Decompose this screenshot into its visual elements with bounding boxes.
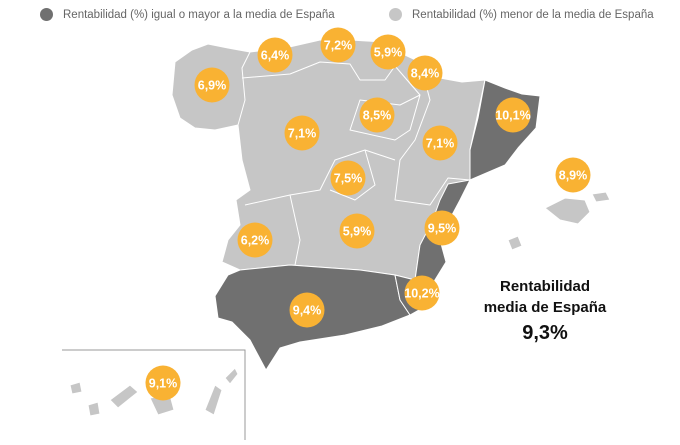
island-menorca [591,191,611,203]
bubble-circle [284,115,320,151]
average-value: 9,3% [522,322,568,344]
bubble-aragon: 7,1% [422,125,458,161]
bubble-circle [424,210,460,246]
bubble-cataluna: 10,1% [495,97,531,133]
island-canary-2 [87,401,101,417]
bubble-pais-vasco: 5,9% [370,34,406,70]
bubble-circle [330,160,366,196]
average-title-line2: media de España [483,299,607,316]
bubble-value-castilla-y-leon: 7,1% [288,127,317,141]
bubble-la-rioja: 8,5% [359,97,395,133]
bubble-circle [370,34,406,70]
canarias-inset-frame [62,349,246,440]
bubble-circle [339,213,375,249]
legend-item-below-average: Rentabilidad (%) menor de la media de Es… [389,8,654,21]
bubble-castilla-la-mancha: 5,9% [339,213,375,249]
bubble-extremadura: 6,2% [237,222,273,258]
bubble-value-cantabria: 7,2% [324,39,353,53]
bubble-value-extremadura: 6,2% [241,234,270,248]
bubble-galicia: 6,9% [194,67,230,103]
bubble-value-galicia: 6,9% [198,79,227,93]
bubble-value-madrid: 7,5% [334,172,363,186]
bubble-value-castilla-la-mancha: 5,9% [343,225,372,239]
bubble-circle [145,365,181,401]
bubble-circle [359,97,395,133]
bubble-circle [404,275,440,311]
border-rioja-navarra [349,65,421,141]
bubble-circle [237,222,273,258]
bubble-value-asturias: 6,4% [261,49,290,63]
national-average-box: Rentabilidad media de España 9,3% [470,276,620,345]
bubble-value-andalucia: 9,4% [293,304,322,318]
bubble-value-la-rioja: 8,5% [363,109,392,123]
border-galicia [237,51,251,126]
bubble-cantabria: 7,2% [320,27,356,63]
bubble-circle [289,292,325,328]
bubble-value-cataluna: 10,1% [495,109,530,123]
island-canary-3 [109,384,139,409]
bubble-value-canarias: 9,1% [149,377,178,391]
bubble-circle [407,55,443,91]
island-mallorca [544,197,591,225]
island-canary-5 [204,384,223,416]
bubble-circle [422,125,458,161]
bubble-value-navarra: 8,4% [411,67,440,81]
bubble-circle [495,97,531,133]
bubble-circle [555,157,591,193]
bubble-value-comunidad-valenciana: 9,5% [428,222,457,236]
bubble-castilla-y-leon: 7,1% [284,115,320,151]
border-cyl-south [244,149,396,206]
border-madrid [329,149,376,201]
bubble-comunidad-valenciana: 9,5% [424,210,460,246]
bubble-murcia: 10,2% [404,275,440,311]
bubble-value-murcia: 10,2% [404,287,439,301]
legend-label-above: Rentabilidad (%) igual o mayor a la medi… [63,8,335,21]
bubble-madrid: 7,5% [330,160,366,196]
bubble-navarra: 8,4% [407,55,443,91]
bubble-value-baleares: 8,9% [559,169,588,183]
bubble-circle [194,67,230,103]
island-ibiza [507,235,523,251]
border-extremadura [289,194,301,266]
border-aragon [394,61,471,206]
bubble-asturias: 6,4% [257,37,293,73]
legend-label-below: Rentabilidad (%) menor de la media de Es… [412,8,654,21]
island-canary-6 [224,367,239,385]
legend-item-above-average: Rentabilidad (%) igual o mayor a la medi… [40,8,335,21]
legend-swatch-dark [40,8,53,21]
bubble-baleares: 8,9% [555,157,591,193]
bubble-circle [320,27,356,63]
legend-swatch-light [389,8,402,21]
bubble-circle [257,37,293,73]
bubble-value-aragon: 7,1% [426,137,455,151]
average-title-line1: Rentabilidad [499,278,590,295]
island-canary-1 [69,381,83,395]
bubble-andalucia: 9,4% [289,292,325,328]
bubble-value-pais-vasco: 5,9% [374,46,403,60]
bubble-canarias: 9,1% [145,365,181,401]
